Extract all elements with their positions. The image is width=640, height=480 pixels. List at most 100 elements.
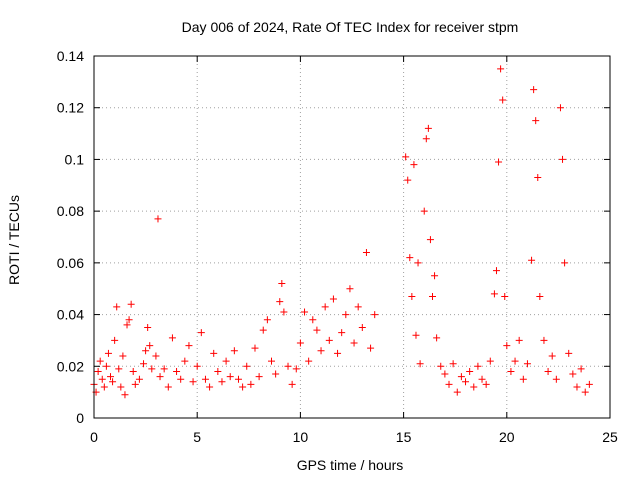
data-point bbox=[441, 370, 449, 378]
data-point bbox=[280, 308, 288, 316]
data-point bbox=[177, 375, 185, 383]
x-tick-label: 5 bbox=[193, 429, 201, 445]
data-point bbox=[115, 365, 123, 373]
data-point bbox=[96, 357, 104, 365]
data-point bbox=[478, 375, 486, 383]
data-point bbox=[544, 367, 552, 375]
data-point bbox=[482, 380, 490, 388]
data-point bbox=[431, 272, 439, 280]
data-point bbox=[288, 380, 296, 388]
data-point bbox=[94, 367, 102, 375]
data-point bbox=[189, 378, 197, 386]
y-tick-label: 0.02 bbox=[57, 358, 84, 374]
data-point bbox=[154, 215, 162, 223]
data-point bbox=[117, 383, 125, 391]
data-point bbox=[585, 380, 593, 388]
data-point bbox=[119, 352, 127, 360]
data-point bbox=[329, 295, 337, 303]
data-point bbox=[129, 367, 137, 375]
data-point bbox=[156, 373, 164, 381]
data-point bbox=[100, 383, 108, 391]
data-point bbox=[197, 329, 205, 337]
data-point bbox=[268, 357, 276, 365]
data-point bbox=[239, 383, 247, 391]
data-point bbox=[408, 292, 416, 300]
x-tick-label: 0 bbox=[90, 429, 98, 445]
data-point bbox=[263, 316, 271, 324]
data-point bbox=[210, 349, 218, 357]
data-point bbox=[414, 259, 422, 267]
data-point bbox=[107, 373, 115, 381]
data-point bbox=[536, 292, 544, 300]
data-point bbox=[503, 342, 511, 350]
data-point bbox=[346, 285, 354, 293]
data-point bbox=[284, 362, 292, 370]
data-point bbox=[457, 373, 465, 381]
data-point bbox=[193, 362, 201, 370]
data-point bbox=[234, 375, 242, 383]
data-point bbox=[247, 380, 255, 388]
data-point bbox=[581, 388, 589, 396]
y-tick-label: 0.04 bbox=[57, 307, 84, 323]
x-tick-label: 25 bbox=[602, 429, 618, 445]
data-point bbox=[350, 339, 358, 347]
data-point bbox=[201, 375, 209, 383]
x-axis-label: GPS time / hours bbox=[297, 457, 404, 473]
data-point bbox=[255, 373, 263, 381]
data-point bbox=[530, 86, 538, 94]
data-point bbox=[321, 303, 329, 311]
data-point bbox=[412, 331, 420, 339]
data-point bbox=[160, 365, 168, 373]
data-point bbox=[420, 207, 428, 215]
y-tick-label: 0.08 bbox=[57, 203, 84, 219]
data-point bbox=[486, 357, 494, 365]
data-point bbox=[168, 334, 176, 342]
data-point bbox=[276, 298, 284, 306]
data-point bbox=[125, 316, 133, 324]
data-point bbox=[565, 349, 573, 357]
data-point bbox=[325, 336, 333, 344]
data-point bbox=[470, 383, 478, 391]
data-point bbox=[424, 124, 432, 132]
data-point bbox=[185, 342, 193, 350]
data-point bbox=[102, 362, 110, 370]
data-point bbox=[362, 249, 370, 257]
y-tick-label: 0.06 bbox=[57, 255, 84, 271]
y-tick-label: 0.12 bbox=[57, 100, 84, 116]
data-point bbox=[573, 383, 581, 391]
data-point bbox=[428, 292, 436, 300]
y-tick-label: 0 bbox=[76, 410, 84, 426]
data-point bbox=[214, 367, 222, 375]
axis-ticks: 0 5 10 15 20 25 0 0.02 0.04 0.06 0.08 0.1 0.12 0.14 bbox=[57, 48, 618, 445]
data-point bbox=[123, 321, 131, 329]
data-point bbox=[416, 360, 424, 368]
y-tick-label: 0.14 bbox=[57, 48, 84, 64]
data-point bbox=[305, 357, 313, 365]
data-points bbox=[90, 65, 593, 399]
data-point bbox=[495, 158, 503, 166]
data-point bbox=[426, 236, 434, 244]
data-point bbox=[109, 378, 117, 386]
data-point bbox=[148, 365, 156, 373]
data-point bbox=[453, 388, 461, 396]
data-point bbox=[111, 336, 119, 344]
data-point bbox=[534, 174, 542, 182]
y-tick-label: 0.1 bbox=[65, 151, 85, 167]
data-point bbox=[552, 375, 560, 383]
data-point bbox=[142, 347, 150, 355]
data-point bbox=[501, 292, 509, 300]
data-point bbox=[251, 344, 259, 352]
data-point bbox=[445, 380, 453, 388]
data-point bbox=[367, 344, 375, 352]
data-point bbox=[127, 300, 135, 308]
data-point bbox=[402, 153, 410, 161]
data-point bbox=[334, 349, 342, 357]
data-point bbox=[507, 367, 515, 375]
data-point bbox=[104, 349, 112, 357]
data-point bbox=[462, 378, 470, 386]
grid bbox=[94, 56, 610, 418]
data-point bbox=[466, 367, 474, 375]
data-point bbox=[313, 326, 321, 334]
data-point bbox=[164, 383, 172, 391]
